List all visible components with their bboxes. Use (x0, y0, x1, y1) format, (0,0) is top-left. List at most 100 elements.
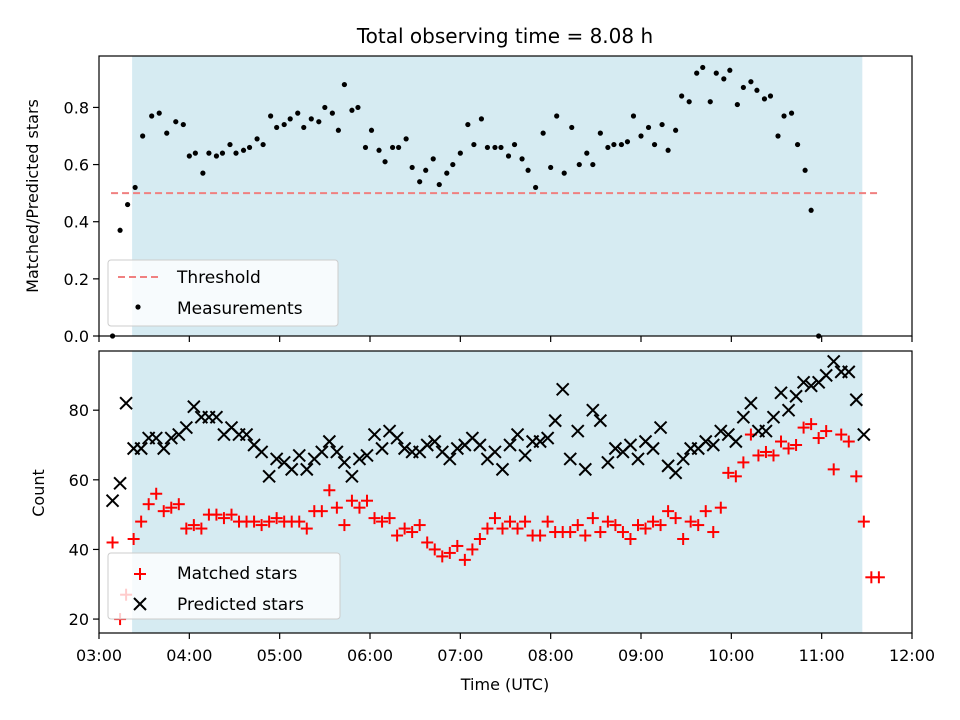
predicted-star-point (668, 466, 683, 480)
matched-star-point (323, 484, 336, 497)
x-tick-label: 03:00 (76, 646, 122, 665)
measurement-point (240, 147, 247, 153)
predicted-star-point (714, 424, 728, 438)
matched-star-point (707, 526, 720, 539)
measurement-point (630, 113, 637, 119)
predicted-star-point (337, 455, 352, 470)
measurement-point (576, 161, 582, 168)
predicted-star-point (157, 441, 171, 456)
predicted-star-point (759, 424, 773, 438)
matched-star-point (195, 522, 208, 535)
measurement-point (465, 121, 471, 128)
measurement-point (713, 70, 719, 76)
predicted-star-point (796, 375, 811, 390)
measurement-point (686, 99, 692, 105)
matched-star-point (413, 519, 426, 532)
matched-star-point (759, 445, 772, 458)
matched-star-point (127, 533, 140, 545)
predicted-star-point (518, 448, 532, 463)
predicted-star-point (375, 441, 389, 456)
matched-star-point (842, 435, 855, 448)
measurement-point (227, 141, 233, 148)
matched-star-point (624, 533, 637, 545)
predicted-star-point (322, 434, 337, 449)
measurement-point (444, 170, 450, 176)
measurement-point (362, 144, 369, 151)
measurement-point (540, 130, 546, 136)
bottom-y-axis-label: Count (29, 469, 48, 517)
measurement-point (611, 141, 617, 148)
predicted-star-point (804, 379, 818, 393)
measurement-point (132, 184, 138, 191)
predicted-star-point (586, 403, 600, 417)
measurement-point (761, 96, 768, 102)
x-tick-label: 04:00 (166, 646, 212, 665)
predicted-star-point (857, 427, 871, 442)
measurement-point (788, 110, 795, 116)
measurement-point (478, 116, 485, 122)
matched-star-point (752, 449, 765, 462)
measurement-point (781, 113, 787, 119)
predicted-star-point (766, 410, 781, 424)
predicted-star-point (631, 452, 645, 466)
measurement-point (335, 127, 341, 133)
predicted-star-point (608, 441, 623, 456)
predicted-star-point (134, 441, 148, 456)
matched-star-point (677, 533, 690, 545)
measurement-point (471, 141, 477, 148)
x-tick-label: 12:00 (889, 646, 935, 665)
measurement-point (382, 159, 388, 165)
matched-star-point (737, 456, 750, 469)
predicted-star-point (187, 399, 201, 414)
predicted-star-point (105, 493, 120, 508)
measurement-point (219, 150, 226, 156)
matched-star-point (835, 428, 848, 441)
matched-star-point (534, 529, 547, 542)
matched-star-point (210, 508, 223, 521)
matched-star-point (511, 522, 524, 535)
predicted-star-point (397, 441, 412, 456)
measurement-point (707, 99, 713, 105)
matched-star-point (586, 512, 599, 525)
measurement-point (180, 121, 186, 128)
predicted-star-point (699, 434, 713, 449)
measurement-point (192, 150, 198, 156)
measurement-point (519, 156, 525, 162)
matched-star-point (827, 463, 840, 476)
measurement-point (430, 156, 436, 162)
measurement-point (329, 110, 335, 116)
matched-star-point (338, 519, 351, 532)
measurement-point (450, 161, 456, 168)
matched-star-point (473, 533, 486, 545)
matched-star-point (790, 439, 803, 451)
predicted-star-point (113, 476, 127, 491)
x-tick-label: 08:00 (528, 646, 574, 665)
matched-star-point (654, 519, 667, 532)
predicted-star-point (548, 413, 562, 428)
predicted-star-point (495, 462, 510, 477)
measurement-point (775, 133, 781, 139)
measurement-point (727, 67, 733, 73)
measurement-point (554, 113, 560, 119)
top-y-tick-label: 0.2 (64, 270, 89, 289)
chart-title: Total observing time = 8.08 h (356, 24, 653, 48)
measurement-point (645, 124, 652, 131)
measurement-point (341, 81, 348, 88)
measurement-point (316, 119, 322, 125)
matched-star-point (850, 470, 863, 483)
matched-star-point (488, 512, 501, 525)
matched-star-point (519, 515, 532, 528)
legend-matched-label: Matched stars (177, 564, 297, 584)
matched-star-point (631, 519, 644, 532)
measurement-point (368, 127, 375, 133)
predicted-star-point (827, 354, 841, 369)
bottom-y-tick-label: 20 (69, 610, 89, 629)
matched-star-point (571, 519, 584, 532)
measurement-point (186, 153, 192, 159)
predicted-star-point (488, 445, 502, 459)
legend-predicted-swatch (133, 597, 147, 611)
predicted-star-point (179, 420, 194, 435)
matched-star-point (564, 526, 577, 539)
x-tick-label: 10:00 (708, 646, 754, 665)
